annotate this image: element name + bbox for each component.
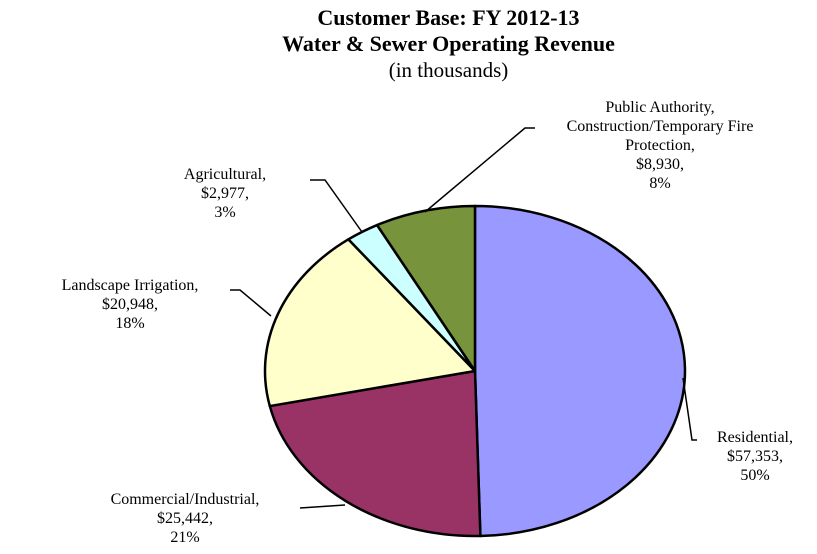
chart-subtitle: (in thousands) xyxy=(388,58,509,82)
percent-label: 21% xyxy=(170,529,200,546)
pie-slice xyxy=(375,204,477,373)
value-label: $25,442, xyxy=(157,510,213,527)
data-label: Commercial/Industrial, $25,442, 21% xyxy=(65,490,305,547)
leader-line xyxy=(299,504,346,509)
pie-slice xyxy=(268,369,482,538)
percent-label: 3% xyxy=(214,204,236,221)
leader-line xyxy=(310,179,363,233)
leader-line xyxy=(682,377,697,441)
data-label: Public Authority, Construction/Temporary… xyxy=(560,98,760,193)
value-label: $2,977, xyxy=(201,185,249,202)
leader-line xyxy=(424,127,535,213)
category-label: Agricultural, xyxy=(183,166,267,183)
value-label: $57,353, xyxy=(727,448,783,465)
data-label: Residential, $57,353, 50% xyxy=(675,428,817,485)
percent-label: 8% xyxy=(649,175,671,192)
chart-title: Water & Sewer Operating Revenue xyxy=(282,31,615,56)
data-label: Agricultural, $2,977, 3% xyxy=(150,165,300,222)
percent-label: 18% xyxy=(115,315,145,332)
data-label: Landscape Irrigation, $20,948, 18% xyxy=(10,276,250,333)
pie-slice xyxy=(263,238,477,408)
category-label: Landscape Irrigation, xyxy=(61,277,199,294)
value-label: $20,948, xyxy=(102,296,158,313)
chart-title: Customer Base: FY 2012-13 xyxy=(317,5,580,30)
category-label: Residential, xyxy=(717,429,793,446)
pie-slice xyxy=(473,204,687,538)
category-label: Commercial/Industrial, xyxy=(110,491,260,508)
value-label: $8,930, xyxy=(636,156,684,173)
category-label: Public Authority, Construction/Temporary… xyxy=(566,99,754,154)
percent-label: 50% xyxy=(740,467,770,484)
leader-line xyxy=(230,289,272,317)
